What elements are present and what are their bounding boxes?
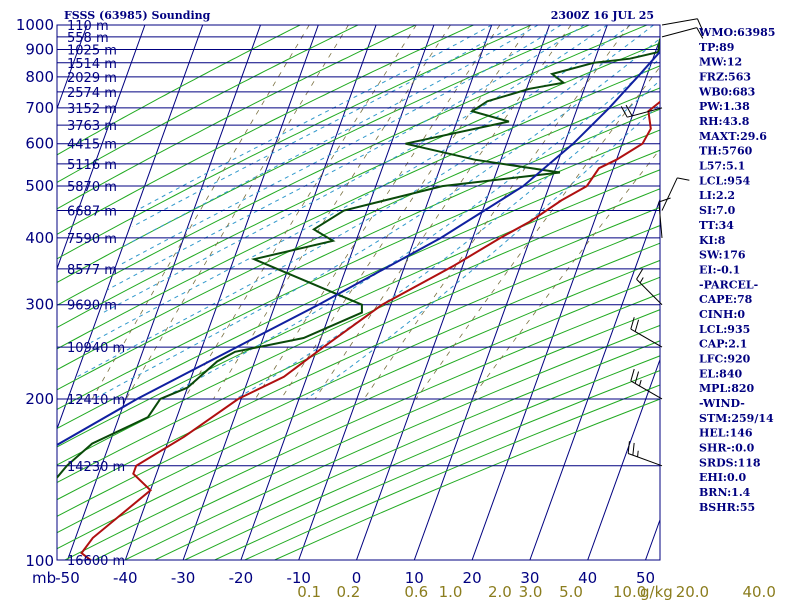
valid-time: 2300Z 16 JUL 25: [551, 9, 654, 22]
mixing-ratio-tick-label: 5.0: [559, 583, 583, 600]
mixing-ratio-tick-label: 0.6: [404, 583, 428, 600]
index-entry: SW:176: [699, 249, 746, 262]
pressure-tick-label: 100: [25, 552, 54, 570]
index-entry: STM:259/14: [699, 412, 774, 425]
index-entry: CAP:2.1: [699, 338, 747, 351]
pressure-unit-label: mb: [32, 569, 56, 587]
height-label: 12410 m: [67, 393, 125, 408]
station-title: FSSS (63985) Sounding: [64, 9, 211, 22]
index-entry: BRN:1.4: [699, 486, 751, 499]
mixing-ratio-tick-label: 3.0: [519, 583, 543, 600]
mixing-ratio-tick-label: 2.0: [488, 583, 512, 600]
index-entry: TT:34: [699, 219, 734, 232]
temperature-tick-label: 20: [463, 569, 482, 587]
mixing-ratio-tick-label: 1.0: [439, 583, 463, 600]
height-label: 2574 m: [67, 86, 117, 101]
height-label: 7590 m: [67, 232, 117, 247]
pressure-tick-label: 400: [25, 229, 54, 247]
mixing-ratio-tick-label: 0.2: [336, 583, 360, 600]
index-entry: KI:8: [699, 234, 726, 247]
index-entry: TH:5760: [699, 145, 753, 158]
height-label: 8577 m: [67, 263, 117, 278]
pressure-tick-label: 200: [25, 390, 54, 408]
index-entry: LI:2.2: [699, 189, 735, 202]
index-entry: MPL:820: [699, 382, 755, 395]
index-entry: SRDS:118: [699, 456, 761, 469]
index-entry: EL:840: [699, 367, 742, 380]
index-entry: RH:43.8: [699, 115, 750, 128]
index-entry: -WIND-: [699, 397, 745, 410]
index-entry: MW:12: [699, 56, 742, 69]
index-entry: SHR-:0.0: [699, 442, 755, 455]
height-label: 10940 m: [67, 341, 125, 356]
index-entry: BSHR:55: [699, 501, 755, 514]
height-label: 9690 m: [67, 299, 117, 314]
height-label: 5116 m: [67, 158, 117, 173]
index-entry: CAPE:78: [699, 293, 753, 306]
pressure-tick-label: 700: [25, 99, 54, 117]
pressure-tick-label: 500: [25, 177, 54, 195]
height-label: 2029 m: [67, 71, 117, 86]
pressure-tick-label: 600: [25, 135, 54, 153]
height-label: 14230 m: [67, 460, 125, 475]
mixing-ratio-tick-label: 40.0: [742, 583, 775, 600]
height-label: 4415 m: [67, 138, 117, 153]
mixing-ratio-tick-label: 20.0: [676, 583, 709, 600]
height-label: 6687 m: [67, 205, 117, 220]
index-entry: LFC:920: [699, 352, 751, 365]
index-entry: WB0:683: [698, 85, 755, 98]
index-entry: LCL:935: [699, 323, 750, 336]
index-entry: SI:7.0: [699, 204, 736, 217]
index-entry: HEL:146: [699, 427, 753, 440]
index-entry: LCL:954: [699, 174, 751, 187]
pressure-tick-label: 1000: [16, 16, 54, 34]
mixing-ratio-tick-label: 0.1: [297, 583, 321, 600]
index-entry: MAXT:29.6: [699, 130, 767, 143]
height-label: 3763 m: [67, 119, 117, 134]
temperature-tick-label: -30: [171, 569, 196, 587]
height-label: 16600 m: [67, 554, 125, 569]
index-entry: CINH:0: [699, 308, 745, 321]
height-label: 1514 m: [67, 57, 117, 72]
index-entry: EHI:0.0: [699, 471, 746, 484]
height-label: 3152 m: [67, 102, 117, 117]
index-entry: FRZ:563: [699, 71, 751, 84]
index-entry: -PARCEL-: [699, 278, 758, 291]
index-entry: TP:89: [699, 41, 734, 54]
temperature-tick-label: -20: [229, 569, 254, 587]
pressure-tick-label: 800: [25, 68, 54, 86]
index-entry: L57:5.1: [699, 160, 745, 173]
index-entry: EI:-0.1: [699, 263, 740, 276]
index-entry: PW:1.38: [699, 100, 750, 113]
pressure-tick-label: 900: [25, 40, 54, 58]
temperature-tick-label: -50: [55, 569, 80, 587]
mixing-ratio-unit-label: g/kg: [640, 583, 673, 600]
height-label: 5870 m: [67, 180, 117, 195]
pressure-tick-label: 300: [25, 296, 54, 314]
index-entry: WMO:63985: [698, 26, 775, 39]
temperature-tick-label: -40: [113, 569, 138, 587]
